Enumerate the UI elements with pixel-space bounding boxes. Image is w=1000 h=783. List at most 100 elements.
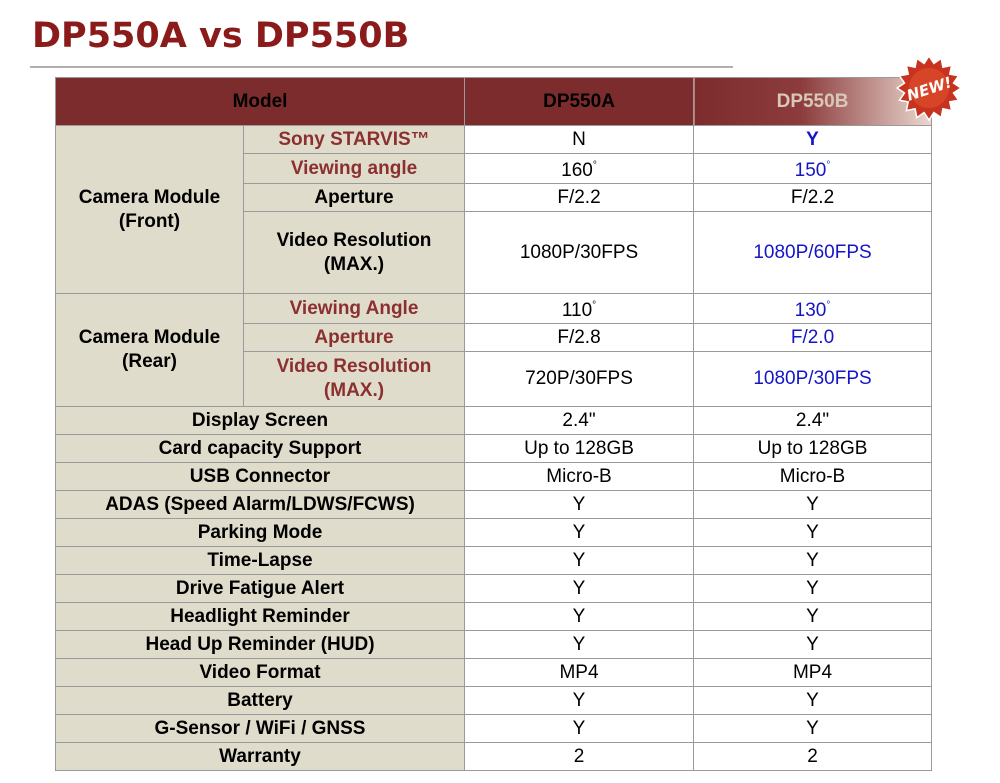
cell-dp550b: 2.4" [693, 406, 933, 435]
table-row: Parking Mode Y Y [54, 518, 933, 547]
cell-dp550b: Y [693, 574, 933, 603]
degree-symbol: ° [592, 300, 597, 311]
table-row: Time-Lapse Y Y [54, 546, 933, 575]
category-front-camera-label: Camera Module (Front) [78, 186, 221, 232]
table-row: G-Sensor / WiFi / GNSS Y Y [54, 714, 933, 743]
row-label: Viewing angle [242, 153, 466, 184]
page-title: DP550A vs DP550B [32, 16, 410, 56]
row-label: Aperture [242, 323, 466, 352]
cell-dp550b: Y [693, 490, 933, 519]
table-row: Video Format MP4 MP4 [54, 658, 933, 687]
row-label: Sony STARVIS™ [242, 125, 466, 154]
cell-dp550a: N [464, 125, 695, 154]
degree-symbol: ° [826, 160, 831, 171]
cell-dp550a: F/2.2 [464, 183, 695, 212]
table-row: USB Connector Micro-B Micro-B [54, 462, 933, 491]
cell-dp550a: Y [464, 602, 695, 631]
degree-symbol: ° [826, 300, 831, 311]
cell-dp550a: MP4 [464, 658, 695, 687]
row-label: Display Screen [54, 406, 466, 435]
cell-dp550b: Y [693, 714, 933, 743]
header-model: Model [54, 77, 466, 126]
category-rear-camera-label: Camera Module (Rear) [78, 327, 221, 372]
table-row: Display Screen 2.4" 2.4" [54, 406, 933, 435]
row-label: Time-Lapse [54, 546, 466, 575]
cell-dp550a: Y [464, 490, 695, 519]
table-row: Drive Fatigue Alert Y Y [54, 574, 933, 603]
cell-dp550b: 1080P/30FPS [693, 351, 933, 407]
table-row: Viewing angle 160° 150° [56, 153, 933, 184]
row-label: Video Format [54, 658, 466, 687]
table-row: Card capacity Support Up to 128GB Up to 12… [54, 434, 933, 463]
header-dp550b-label: DP550B [776, 90, 849, 112]
cell-dp550b: 150° [693, 153, 933, 184]
cell-dp550a: 110° [464, 293, 695, 324]
cell-dp550a: Micro-B [464, 462, 695, 491]
category-rear-camera: Camera Module (Rear) [55, 293, 244, 407]
table-row: Head Up Reminder (HUD) Y Y [54, 630, 933, 659]
table-row: Battery Y Y [54, 686, 933, 715]
cell-dp550b: 130° [693, 293, 933, 324]
header-dp550a: DP550A [464, 77, 695, 126]
cell-dp550a: Y [464, 546, 695, 575]
table-row: Aperture F/2.2 F/2.2 [56, 183, 933, 212]
cell-value: 110 [561, 300, 593, 321]
row-label: Video Resolution (MAX.) [242, 351, 466, 407]
row-label: Drive Fatigue Alert [54, 574, 466, 603]
cell-dp550b: 1080P/60FPS [693, 211, 933, 294]
row-label: Aperture [242, 183, 466, 212]
cell-dp550a: Y [464, 518, 695, 547]
cell-dp550b: Y [693, 546, 933, 575]
cell-dp550b: 2 [693, 742, 933, 771]
table-row: Camera Module (Front) Sony STARVIS™ N Y [55, 125, 933, 294]
table-row: Camera Module (Rear) Viewing Angle 110° … [55, 293, 933, 407]
category-front-camera: Camera Module (Front) [55, 125, 244, 294]
degree-symbol: ° [592, 160, 597, 171]
title-underline [30, 66, 733, 68]
cell-value: 150 [794, 160, 827, 181]
row-label: Head Up Reminder (HUD) [54, 630, 466, 659]
cell-dp550a: Y [464, 686, 695, 715]
cell-dp550b: Up to 128GB [693, 434, 933, 463]
cell-dp550a: 2.4" [464, 406, 695, 435]
cell-dp550b: Y [693, 686, 933, 715]
cell-dp550b: F/2.0 [693, 323, 933, 352]
cell-dp550b: MP4 [693, 658, 933, 687]
row-label: Warranty [54, 742, 466, 771]
cell-dp550b: F/2.2 [693, 183, 933, 212]
cell-dp550a: Y [464, 630, 695, 659]
cell-value: 130 [794, 300, 827, 321]
header-dp550b: DP550B [693, 77, 933, 126]
row-label: ADAS (Speed Alarm/LDWS/FCWS) [54, 490, 466, 519]
cell-dp550a: Y [464, 574, 695, 603]
cell-dp550b: Y [693, 630, 933, 659]
table-row: Headlight Reminder Y Y [54, 602, 933, 631]
cell-dp550b: Micro-B [693, 462, 933, 491]
table-row: Aperture F/2.8 F/2.0 [56, 323, 933, 352]
row-label: Battery [54, 686, 466, 715]
cell-dp550a: 2 [464, 742, 695, 771]
table-header-row: Model DP550A DP550B [54, 77, 933, 126]
cell-value: 160 [561, 160, 593, 181]
comparison-table: Model DP550A DP550B Camera Module (Front… [54, 77, 933, 771]
cell-dp550a: 160° [464, 153, 695, 184]
cell-dp550a: Up to 128GB [464, 434, 695, 463]
row-label: USB Connector [54, 462, 466, 491]
cell-dp550a: F/2.8 [464, 323, 695, 352]
row-label: Viewing Angle [242, 293, 466, 324]
table-row: Warranty 2 2 [54, 742, 933, 771]
cell-dp550b: Y [693, 602, 933, 631]
cell-dp550a: 1080P/30FPS [464, 211, 695, 294]
new-badge-icon: NEW! [895, 54, 963, 122]
row-label: Card capacity Support [54, 434, 466, 463]
cell-dp550a: Y [464, 714, 695, 743]
row-label: Video Resolution (MAX.) [242, 211, 466, 294]
feature-rows: Display Screen 2.4" 2.4" Card capacity Supp… [54, 406, 933, 771]
row-label: Parking Mode [54, 518, 466, 547]
row-label: Headlight Reminder [54, 602, 466, 631]
cell-dp550b: Y [693, 125, 933, 154]
cell-dp550b: Y [693, 518, 933, 547]
cell-dp550a: 720P/30FPS [464, 351, 695, 407]
row-label: G-Sensor / WiFi / GNSS [54, 714, 466, 743]
table-row: ADAS (Speed Alarm/LDWS/FCWS) Y Y [54, 490, 933, 519]
